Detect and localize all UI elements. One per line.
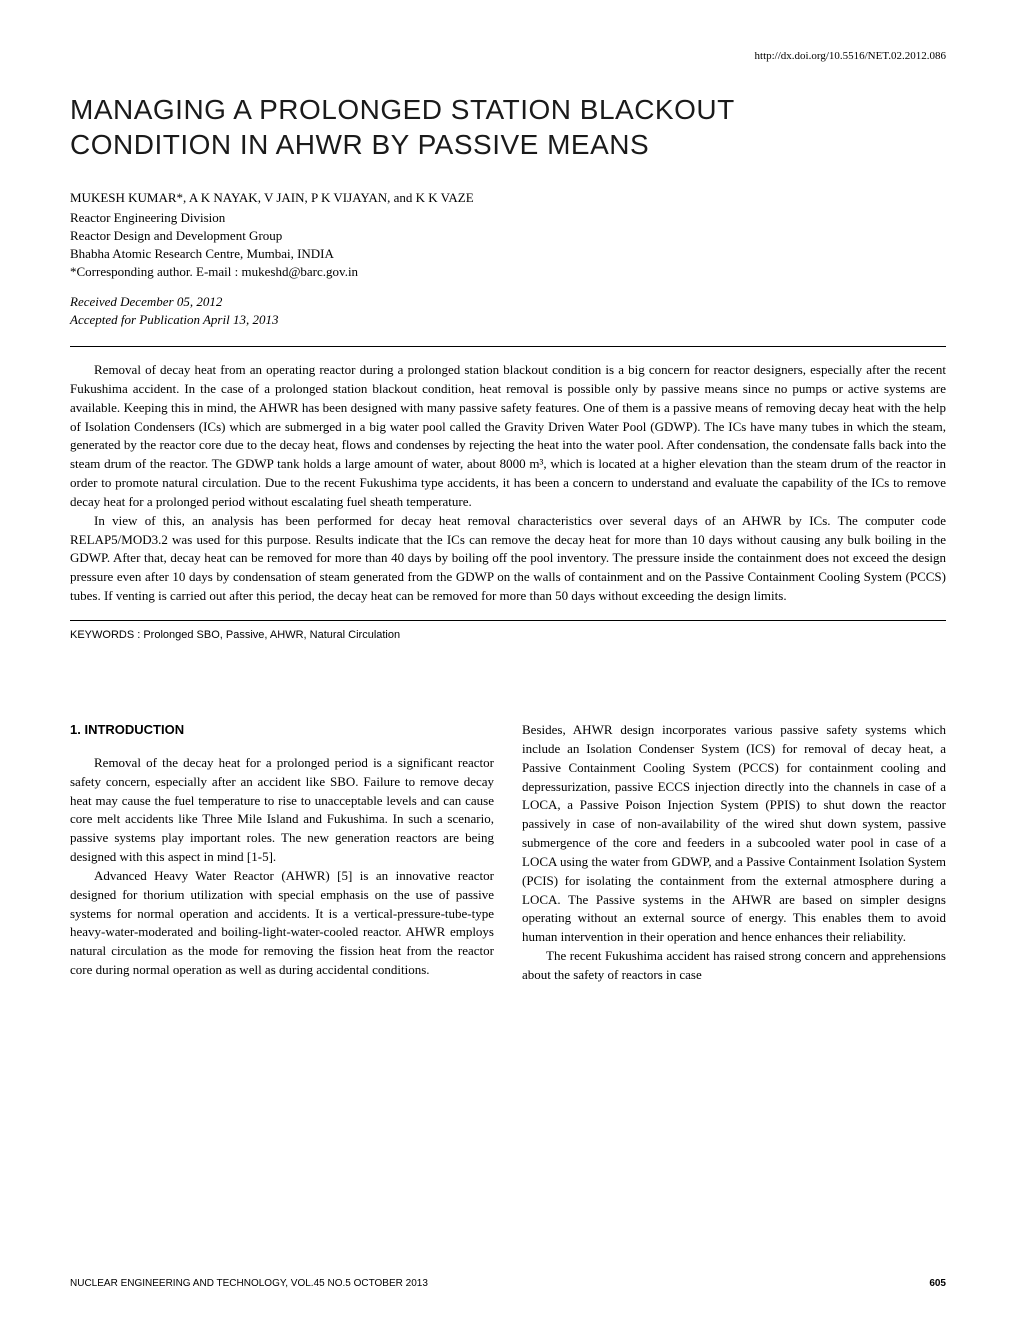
title-line-2: CONDITION IN AHWR BY PASSIVE MEANS [70, 129, 649, 160]
affiliation-line-1: Reactor Engineering Division [70, 210, 946, 226]
abstract-paragraph-1: Removal of decay heat from an operating … [70, 361, 946, 512]
abstract-container: Removal of decay heat from an operating … [70, 346, 946, 621]
right-col-paragraph-1: Besides, AHWR design incorporates variou… [522, 721, 946, 947]
right-column: Besides, AHWR design incorporates variou… [522, 721, 946, 985]
intro-paragraph-2: Advanced Heavy Water Reactor (AHWR) [5] … [70, 867, 494, 980]
author-list: MUKESH KUMAR*, A K NAYAK, V JAIN, P K VI… [70, 190, 946, 206]
accepted-date: Accepted for Publication April 13, 2013 [70, 312, 946, 328]
affiliation-line-3: Bhabha Atomic Research Centre, Mumbai, I… [70, 246, 946, 262]
corresponding-author: *Corresponding author. E-mail : mukeshd@… [70, 264, 946, 280]
received-date: Received December 05, 2012 [70, 294, 946, 310]
intro-paragraph-1: Removal of the decay heat for a prolonge… [70, 754, 494, 867]
page-footer: NUCLEAR ENGINEERING AND TECHNOLOGY, VOL.… [70, 1278, 946, 1289]
abstract-paragraph-2: In view of this, an analysis has been pe… [70, 512, 946, 606]
two-column-body: 1. INTRODUCTION Removal of the decay hea… [70, 721, 946, 985]
affiliation-line-2: Reactor Design and Development Group [70, 228, 946, 244]
paper-title: MANAGING A PROLONGED STATION BLACKOUT CO… [70, 92, 946, 162]
footer-journal-info: NUCLEAR ENGINEERING AND TECHNOLOGY, VOL.… [70, 1278, 428, 1289]
footer-page-number: 605 [929, 1278, 946, 1289]
date-block: Received December 05, 2012 Accepted for … [70, 294, 946, 328]
keywords-text: Prolonged SBO, Passive, AHWR, Natural Ci… [143, 629, 400, 641]
section-heading-introduction: 1. INTRODUCTION [70, 721, 494, 740]
left-column: 1. INTRODUCTION Removal of the decay hea… [70, 721, 494, 985]
title-line-1: MANAGING A PROLONGED STATION BLACKOUT [70, 94, 735, 125]
doi-link: http://dx.doi.org/10.5516/NET.02.2012.08… [70, 50, 946, 62]
right-col-paragraph-2: The recent Fukushima accident has raised… [522, 947, 946, 985]
keywords-label: KEYWORDS : [70, 629, 143, 641]
keywords-line: KEYWORDS : Prolonged SBO, Passive, AHWR,… [70, 629, 946, 641]
